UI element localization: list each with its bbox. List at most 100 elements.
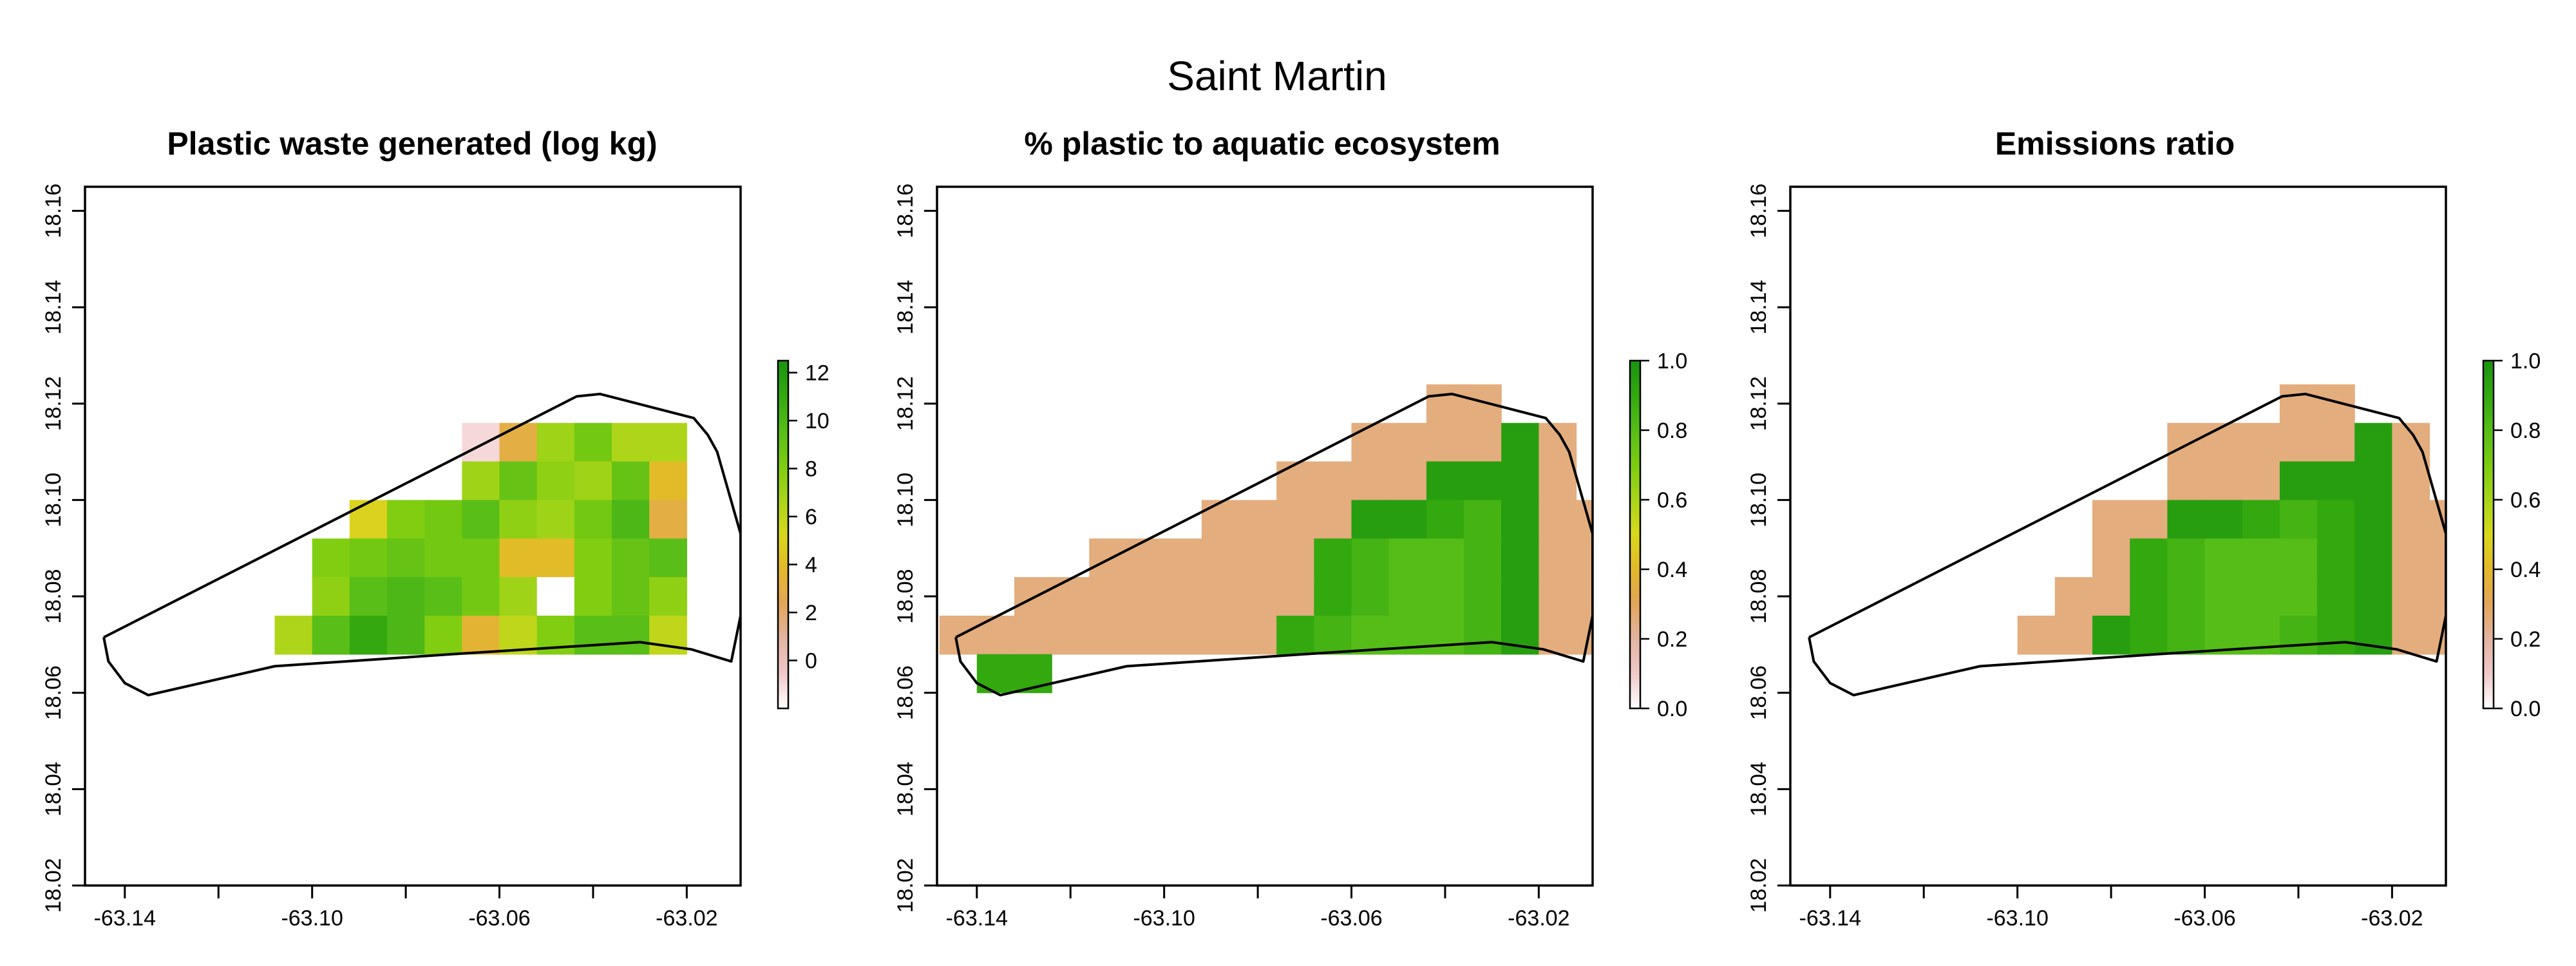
y-tick-label: 18.10 [893, 473, 918, 527]
heatmap-cell [536, 538, 575, 578]
heatmap-cell [1239, 577, 1277, 616]
heatmap-cell [1426, 384, 1464, 424]
heatmap-cell [2167, 577, 2206, 616]
heatmap-cell [462, 616, 500, 655]
y-tick-label: 18.16 [41, 184, 66, 238]
y-tick-label: 18.12 [1747, 376, 1771, 431]
heatmap-cell [1314, 500, 1352, 539]
heatmap-cells [274, 422, 687, 655]
heatmap-cell [2017, 616, 2056, 655]
heatmap-cell [1314, 538, 1352, 578]
heatmap-cell [1276, 500, 1314, 539]
heatmap-cell [2279, 461, 2318, 500]
legend-tick-label: 10 [805, 409, 829, 433]
heatmap-cell [2167, 422, 2206, 462]
heatmap-cell [1501, 538, 1539, 578]
y-tick-label: 18.04 [1747, 762, 1771, 817]
heatmap-cell [612, 538, 650, 578]
heatmap-cell [1464, 500, 1502, 539]
heatmap-cell [2092, 538, 2130, 578]
heatmap-cell [1388, 538, 1427, 578]
legend-tick-label: 12 [805, 361, 829, 386]
heatmap-cell [387, 577, 425, 616]
heatmap-cell [2167, 500, 2206, 539]
heatmap-cell [2354, 538, 2392, 578]
island-boundary-outline [102, 392, 741, 697]
heatmap-cell [536, 500, 575, 539]
heatmap-cell [2429, 616, 2446, 655]
heatmap-cell [2167, 538, 2206, 578]
heatmap-cell [1314, 577, 1352, 616]
heatmap-cell [1351, 422, 1390, 462]
heatmap-cell [1126, 538, 1165, 578]
heatmap-cell [1539, 577, 1577, 616]
heatmap-cell [1126, 616, 1165, 655]
heatmap-cell [2354, 422, 2392, 462]
heatmap-cell [1388, 577, 1427, 616]
heatmap-cell [387, 538, 425, 578]
y-tick-label: 18.08 [41, 569, 66, 623]
heatmap-cell [536, 461, 575, 500]
heatmap-cell [2317, 577, 2355, 616]
heatmap-cell [2242, 577, 2280, 616]
x-tick-label: -63.14 [1799, 906, 1861, 931]
y-tick-label: 18.16 [893, 184, 918, 238]
color-legend: 0.0 0.2 0.4 0.6 0.8 1.0 [2482, 349, 2541, 721]
heatmap-cell [1539, 616, 1577, 655]
heatmap-cell [1089, 616, 1128, 655]
heatmap-cell [1464, 422, 1502, 462]
heatmap-cell [2279, 422, 2318, 462]
y-tick-label: 18.06 [1747, 665, 1771, 720]
heatmap-cell [312, 616, 350, 655]
heatmap-cell [1276, 616, 1314, 655]
heatmap-cell [424, 577, 462, 616]
legend-tick-label: 0.4 [2510, 558, 2541, 582]
heatmap-cell [2242, 461, 2280, 500]
heatmap-cell [2204, 500, 2243, 539]
heatmap-cell [2130, 616, 2168, 655]
heatmap-cell [349, 500, 388, 539]
heatmap-cell [2092, 616, 2130, 655]
heatmap-cell [1501, 500, 1539, 539]
x-tick-label: -63.02 [2361, 906, 2423, 931]
heatmap-cell [2092, 500, 2130, 539]
heatmap-cell [1201, 577, 1240, 616]
heatmap-cell [1426, 577, 1464, 616]
panel-plastic-waste-generated: Plastic waste generated (log kg) -63.14-… [41, 126, 829, 931]
heatmap-cell [1501, 422, 1539, 462]
heatmap-cell [1539, 500, 1577, 539]
heatmap-cell [2242, 500, 2280, 539]
x-axis: -63.14 -63.10 -63.06 -63.02 [1799, 886, 2423, 931]
heatmap-cell [1576, 577, 1593, 616]
y-axis: 18.02 18.04 18.06 18.08 18.10 18.12 18.14 18.16 [893, 184, 937, 913]
y-tick-label: 18.10 [41, 473, 66, 527]
heatmap-cell [462, 538, 500, 578]
plot-frame [1789, 185, 2447, 887]
y-tick-label: 18.04 [893, 762, 918, 817]
heatmap-cell [499, 538, 538, 578]
heatmap-cell [1239, 616, 1277, 655]
x-axis: -63.14 -63.10 -63.06 -63.02 [946, 886, 1570, 931]
legend-tick-label: 1.0 [2510, 349, 2541, 374]
plot-frame [84, 185, 742, 887]
y-tick-label: 18.12 [893, 376, 918, 431]
heatmap-cell [2242, 422, 2280, 462]
panel-plastic-to-aquatic-ecosystem: % plastic to aquatic ecosystem -63.14 -63… [893, 126, 1687, 931]
heatmap-cell [1314, 461, 1352, 500]
legend-tick-label: 0.8 [2510, 419, 2541, 443]
y-tick-label: 18.14 [1747, 280, 1771, 335]
heatmap-cell [1426, 538, 1464, 578]
heatmap-cell [2317, 422, 2355, 462]
heatmap-cell [649, 577, 687, 616]
legend-tick-label: 0.4 [1657, 558, 1687, 582]
heatmap-cell [1164, 616, 1202, 655]
heatmap-cell [1576, 538, 1593, 578]
heatmap-cell [976, 616, 1015, 655]
heatmap-cell [424, 500, 462, 539]
y-tick-label: 18.14 [893, 280, 918, 335]
y-tick-label: 18.08 [1747, 569, 1771, 623]
y-tick-label: 18.06 [893, 665, 918, 720]
heatmap-cell [536, 577, 575, 616]
heatmap-cell [2429, 538, 2446, 578]
heatmap-cell [1576, 500, 1593, 539]
